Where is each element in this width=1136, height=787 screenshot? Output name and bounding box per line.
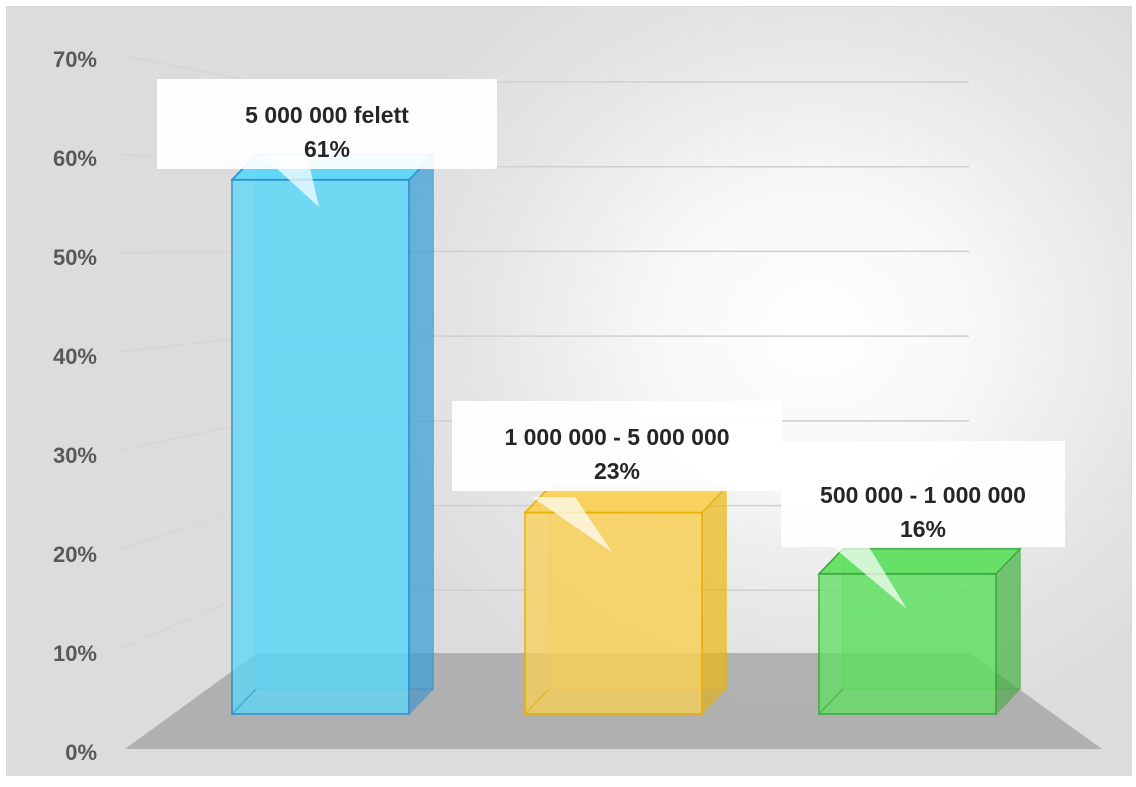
bar-chart: 0% 10% 20% 30% 40% 50% 60% 70% 5 000 000 felett… bbox=[53, 47, 1102, 765]
bar bbox=[523, 485, 728, 716]
y-tick-label: 60% bbox=[53, 146, 97, 171]
bar-front-face bbox=[524, 511, 703, 716]
bar-side-face bbox=[408, 152, 434, 716]
data-label-value: 23% bbox=[594, 458, 640, 484]
bar-edge bbox=[524, 688, 550, 715]
bar-front-face bbox=[231, 178, 410, 716]
bar bbox=[817, 547, 1022, 716]
data-label-callout bbox=[833, 547, 907, 609]
data-label: 5 000 000 felett 61% bbox=[157, 79, 497, 207]
data-label-box bbox=[452, 401, 782, 491]
data-label-category: 1 000 000 - 5 000 000 bbox=[504, 424, 729, 450]
bar-edge bbox=[818, 548, 844, 575]
y-tick-label: 50% bbox=[53, 245, 97, 270]
y-tick-label: 40% bbox=[53, 344, 97, 369]
data-label-callout bbox=[532, 497, 612, 552]
data-label: 500 000 - 1 000 000 16% bbox=[781, 441, 1065, 609]
data-label-box bbox=[157, 79, 497, 169]
data-label-category: 500 000 - 1 000 000 bbox=[820, 482, 1026, 508]
data-label-category: 5 000 000 felett bbox=[245, 102, 409, 128]
data-label-value: 61% bbox=[304, 136, 350, 162]
chart-area: 0% 10% 20% 30% 40% 50% 60% 70% 5 000 000 felett… bbox=[6, 6, 1132, 776]
y-tick-label: 0% bbox=[65, 740, 97, 765]
data-label-callout bbox=[262, 155, 319, 207]
y-tick-label: 20% bbox=[53, 542, 97, 567]
y-tick-label: 30% bbox=[53, 443, 97, 468]
data-label-value: 16% bbox=[900, 516, 946, 542]
data-label-box bbox=[781, 441, 1065, 547]
y-tick-label: 70% bbox=[53, 47, 97, 72]
bar-side-face bbox=[701, 485, 727, 716]
bar-edge bbox=[231, 688, 257, 715]
gridline-side bbox=[118, 54, 258, 83]
y-axis-ticks: 0% 10% 20% 30% 40% 50% 60% 70% bbox=[53, 47, 97, 765]
bar-front-face bbox=[818, 572, 997, 716]
y-tick-label: 10% bbox=[53, 641, 97, 666]
data-label: 1 000 000 - 5 000 000 23% bbox=[452, 401, 782, 552]
bar-edge bbox=[818, 688, 844, 715]
data-labels: 5 000 000 felett 61% 1 000 000 - 5 000 000… bbox=[157, 79, 1065, 609]
bar-side-face bbox=[995, 547, 1021, 716]
bar bbox=[230, 152, 435, 716]
